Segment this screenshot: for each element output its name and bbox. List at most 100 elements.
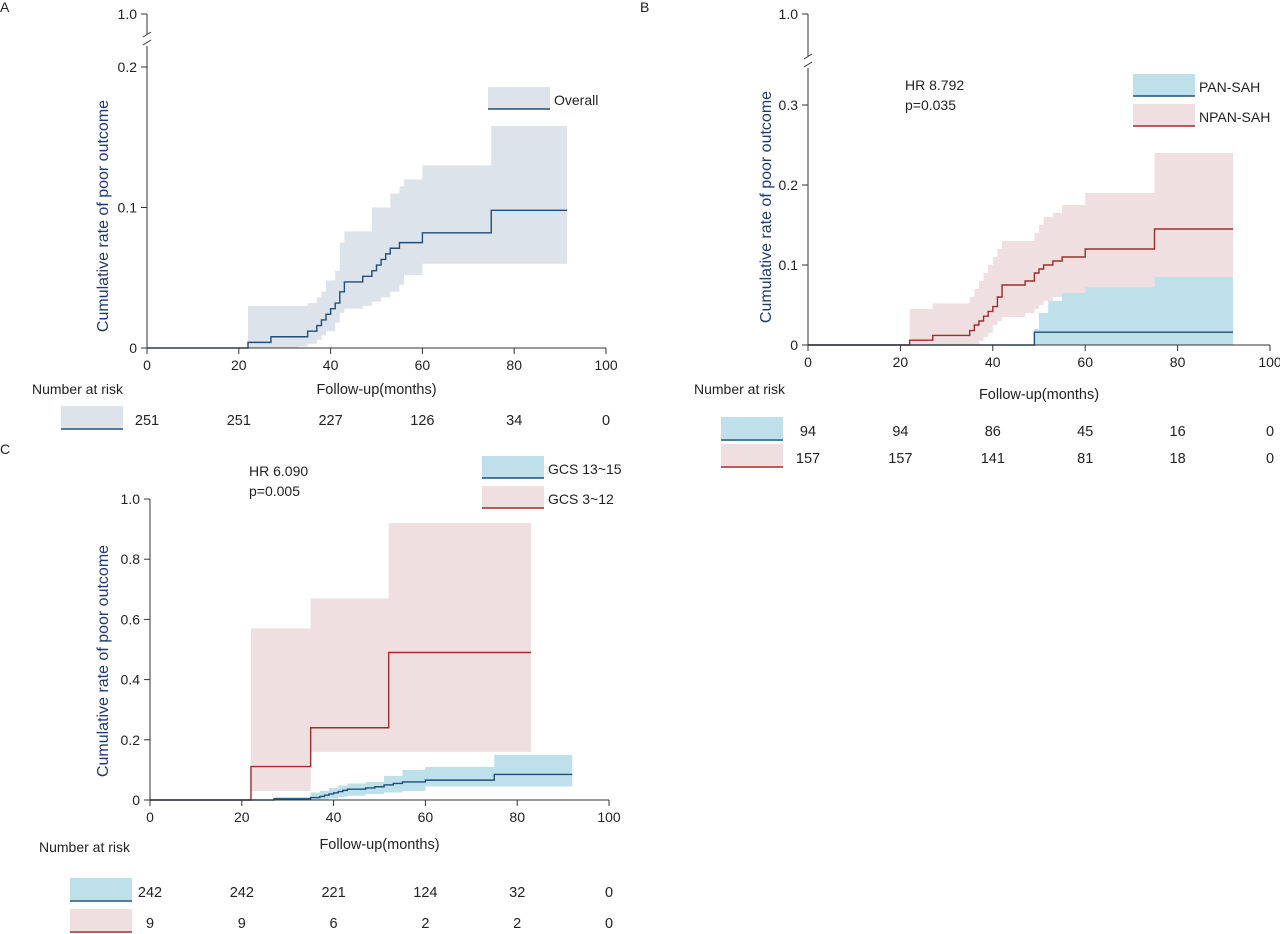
panel-a-y-tick-label-2: 0.2 [118, 59, 138, 75]
panel-c-x-tick-label-1: 20 [234, 809, 250, 825]
panel-b-survival-line-2 [808, 228, 1234, 346]
panel-b-x-tick-label-4: 80 [1170, 354, 1186, 370]
panel-b-risk-value-2-1: 157 [796, 451, 820, 467]
panel-c-y-tick-label-0: 0 [132, 792, 140, 808]
panel-c-risk-value-1-2: 242 [230, 885, 254, 901]
panel-b-chart: 1.0 0 20 40 60 80 100 0 0.1 0.2 0.3 Follow-up(month… [694, 6, 1280, 468]
panel-a-risk-value-1-5: 34 [506, 413, 522, 429]
panel-a-x-tick-label-4: 80 [506, 357, 522, 373]
panel-c-legend-swatch-1 [482, 456, 544, 478]
panel-c-x-tick-label-3: 60 [418, 809, 434, 825]
panel-b-x-tick-label-2: 40 [985, 354, 1001, 370]
panel-b-risk-swatch-1 [721, 417, 783, 439]
panel-c-ci-band-1 [273, 754, 573, 800]
panel-a-risk-swatch-1 [61, 406, 123, 428]
panel-b-y-axis-label: Cumulative rate of poor outcome [758, 91, 775, 323]
panel-c-risk-swatch-2 [70, 909, 132, 931]
panel-c-x-axis-label: Follow-up(months) [319, 837, 439, 853]
panel-c-risk-value-2-2: 9 [238, 916, 246, 932]
panel-a-x-tick-label-1: 20 [231, 357, 247, 373]
panel-c-x-tick-label-2: 40 [326, 809, 342, 825]
panel-c-y-tick-label-5: 1.0 [121, 491, 141, 507]
panel-a-risk-value-1-6: 0 [602, 413, 610, 429]
panel-b-y-tick-label-top: 1.0 [779, 6, 799, 22]
panel-b-x-tick-label-1: 20 [893, 354, 909, 370]
panel-b-risk-value-2-3: 141 [981, 451, 1005, 467]
panel-b-risk-value-2-4: 81 [1077, 451, 1093, 467]
panel-c-chart: 0 20 40 60 80 10000.20.40.60.81.0Follow-up(mo… [39, 456, 622, 933]
panel-c-legend-label-2: GCS 3~12 [548, 491, 614, 507]
panel-a-y-tick-label-top: 1.0 [118, 6, 138, 22]
panel-a-y-tick-label-1: 0.1 [118, 200, 138, 216]
panel-b-risk-value-1-1: 94 [800, 424, 816, 440]
panel-label-c: C [0, 441, 10, 457]
panel-b-x-tick-label-0: 0 [804, 354, 812, 370]
panel-a-x-tick-label-5: 100 [594, 357, 618, 373]
panel-c-y-tick-label-2: 0.4 [121, 672, 141, 688]
panel-c-risk-swatch-1 [70, 878, 132, 900]
panel-a-ci-band-1 [247, 126, 567, 348]
panel-a-x-axis-label: Follow-up(months) [316, 382, 436, 398]
panel-b-risk-value-1-4: 45 [1077, 424, 1093, 440]
panel-b-y-tick-label-0: 0 [790, 337, 798, 353]
panel-c-annotation-1: HR 6.090 [249, 463, 308, 479]
panel-b-risk-label: Number at risk [694, 381, 786, 397]
panel-c-risk-value-2-4: 2 [421, 916, 429, 932]
panel-b-risk-value-2-2: 157 [888, 451, 912, 467]
panel-c-survival-line-1 [150, 773, 573, 801]
panel-c-y-tick-label-1: 0.2 [121, 732, 141, 748]
panel-c-risk-value-1-1: 242 [138, 885, 162, 901]
panel-a-y-axis-label: Cumulative rate of poor outcome [95, 100, 112, 332]
panel-b-x-axis-label: Follow-up(months) [979, 387, 1099, 403]
panel-c-legend-label-1: GCS 13~15 [548, 461, 622, 477]
panel-c-survival-line-2 [150, 651, 531, 801]
panel-a-x-tick-label-2: 40 [323, 357, 339, 373]
panel-a-risk-value-1-3: 227 [318, 413, 342, 429]
panel-c-risk-value-1-4: 124 [413, 885, 437, 901]
panel-b-risk-swatch-2 [721, 444, 783, 466]
panel-b-ci-band-2 [909, 153, 1234, 345]
panel-a-risk-label: Number at risk [32, 381, 124, 397]
panel-label-a: A [0, 0, 10, 15]
panel-b-risk-value-1-5: 16 [1170, 424, 1186, 440]
panel-b-ci-band-1 [1034, 277, 1234, 345]
panel-c-x-tick-label-5: 100 [597, 809, 621, 825]
panel-a-legend-label-1: Overall [554, 92, 598, 108]
panel-b-risk-value-1-6: 0 [1266, 424, 1274, 440]
panel-a-y-tick-label-0: 0 [129, 340, 137, 356]
panel-c-legend-swatch-2 [482, 486, 544, 508]
panel-a-axis-break [142, 31, 152, 46]
panel-c-risk-value-1-5: 32 [509, 885, 525, 901]
panel-c-risk-value-2-5: 2 [513, 916, 521, 932]
panel-a-legend-swatch-1 [488, 87, 550, 109]
panel-b-legend-swatch-2 [1133, 104, 1195, 126]
panel-a-chart: 1.0 0 20 40 60 80 100 0 0.1 0.2 Follow-up(months) C… [32, 6, 618, 430]
panel-b-y-tick-label-1: 0.1 [779, 257, 799, 273]
panel-b-x-tick-label-3: 60 [1077, 354, 1093, 370]
panel-b-y-tick-label-3: 0.3 [779, 97, 799, 113]
panel-c-annotation-2: p=0.005 [249, 483, 300, 499]
panel-c-risk-value-2-3: 6 [330, 916, 338, 932]
panel-c-y-tick-label-3: 0.6 [121, 611, 141, 627]
panel-b-risk-value-1-3: 86 [985, 424, 1001, 440]
panel-b-legend-swatch-1 [1133, 74, 1195, 96]
panel-a-survival-line-1 [147, 209, 567, 349]
panel-c-y-axis-label: Cumulative rate of poor outcome [95, 545, 112, 777]
panel-c-risk-value-2-6: 0 [605, 916, 613, 932]
panel-c-x-tick-label-4: 80 [509, 809, 525, 825]
panel-b-risk-value-2-5: 18 [1170, 451, 1186, 467]
panel-b-x-tick-label-5: 100 [1258, 354, 1280, 370]
panel-b-axis-break [803, 53, 813, 68]
panel-a-x-tick-label-3: 60 [415, 357, 431, 373]
panel-c-x-tick-label-0: 0 [146, 809, 154, 825]
panel-b-legend-label-2: NPAN-SAH [1199, 109, 1270, 125]
panel-label-b: B [640, 0, 649, 15]
panel-c-risk-label: Number at risk [39, 839, 131, 855]
panel-b-risk-value-2-6: 0 [1266, 451, 1274, 467]
panel-c-ci-band-2 [250, 523, 531, 800]
panel-a-risk-value-1-1: 251 [135, 413, 159, 429]
panel-c-risk-value-1-6: 0 [605, 885, 613, 901]
panel-a-risk-value-1-4: 126 [410, 413, 434, 429]
panel-c-y-tick-label-4: 0.8 [121, 551, 141, 567]
